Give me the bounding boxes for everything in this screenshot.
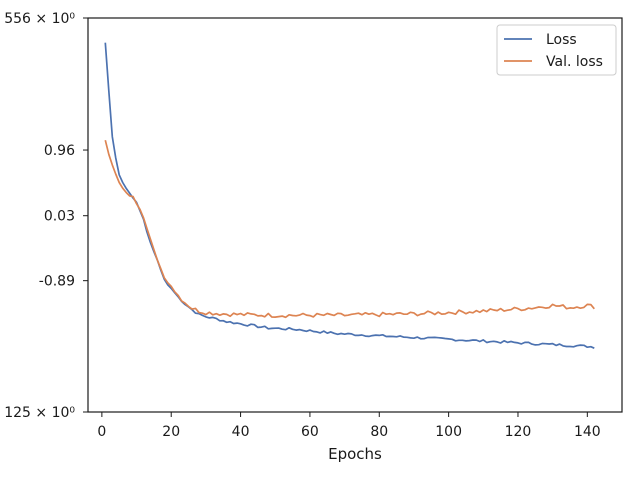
- y-tick-label: 125 × 10⁰: [4, 405, 75, 421]
- x-tick-label: 120: [505, 424, 532, 440]
- series-line-val-loss: [104, 139, 595, 319]
- x-tick-label: 40: [232, 424, 250, 440]
- x-axis-label: Epochs: [328, 445, 382, 463]
- x-tick-label: 0: [97, 424, 106, 440]
- x-tick-label: 60: [301, 424, 319, 440]
- y-tick-label: -0.89: [39, 274, 75, 290]
- plot-frame: [87, 17, 623, 413]
- y-tick-label: 0.03: [44, 209, 75, 225]
- legend: Loss Val. loss: [496, 24, 617, 76]
- y-tick-label: 556 × 10⁰: [4, 11, 75, 27]
- y-tick-label: 0.96: [44, 143, 75, 159]
- x-tick-label: 140: [574, 424, 601, 440]
- x-axis-ticks: 0 20 40 60 80 100 120 140: [97, 412, 601, 440]
- x-tick-label: 100: [435, 424, 462, 440]
- y-axis-ticks: 556 × 10⁰ 0.96 0.03 -0.89 125 × 10⁰: [4, 11, 88, 421]
- legend-label-loss: Loss: [546, 32, 577, 48]
- series-layer: [104, 42, 595, 349]
- legend-frame: [496, 24, 617, 76]
- x-tick-label: 20: [162, 424, 180, 440]
- legend-label-val-loss: Val. loss: [546, 54, 603, 70]
- x-tick-label: 80: [370, 424, 388, 440]
